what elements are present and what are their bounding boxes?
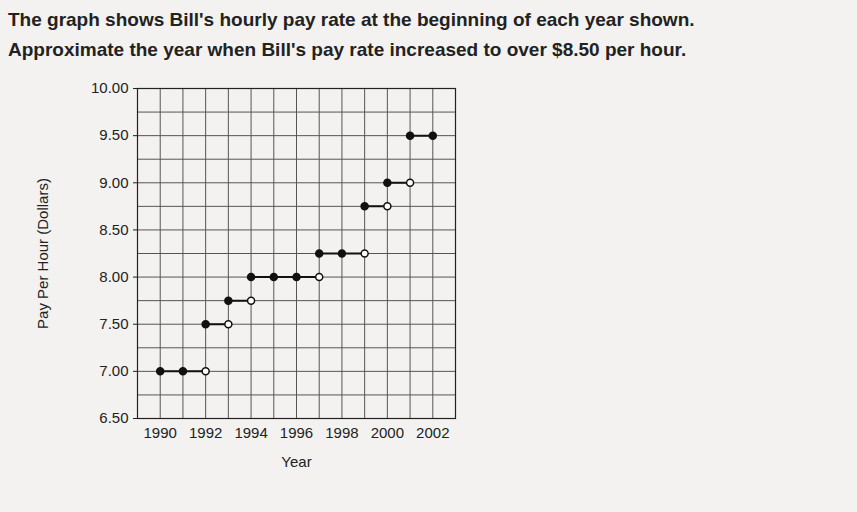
svg-text:8.50: 8.50	[99, 221, 128, 238]
svg-text:2002: 2002	[416, 424, 449, 441]
svg-text:Year: Year	[281, 453, 311, 470]
svg-text:2000: 2000	[371, 424, 404, 441]
svg-text:7.50: 7.50	[99, 315, 128, 332]
svg-text:8.00: 8.00	[99, 268, 128, 285]
svg-text:6.50: 6.50	[99, 409, 128, 426]
svg-text:1994: 1994	[234, 424, 267, 441]
svg-text:1992: 1992	[189, 424, 222, 441]
svg-text:1998: 1998	[325, 424, 358, 441]
svg-text:9.00: 9.00	[99, 174, 128, 191]
svg-text:1990: 1990	[144, 424, 177, 441]
svg-text:9.50: 9.50	[99, 126, 128, 143]
svg-text:Pay Per Hour (Dollars): Pay Per Hour (Dollars)	[34, 178, 51, 329]
html-text:The graph shows Bill's hourly: The graph shows Bill's hourly pay rate a…	[8, 9, 695, 30]
html-text:Approximate the year when Bill: Approximate the year when Bill's pay rat…	[8, 39, 687, 60]
svg-text:1996: 1996	[280, 424, 313, 441]
svg-text:7.00: 7.00	[99, 362, 128, 379]
svg-text:10.00: 10.00	[91, 79, 129, 96]
